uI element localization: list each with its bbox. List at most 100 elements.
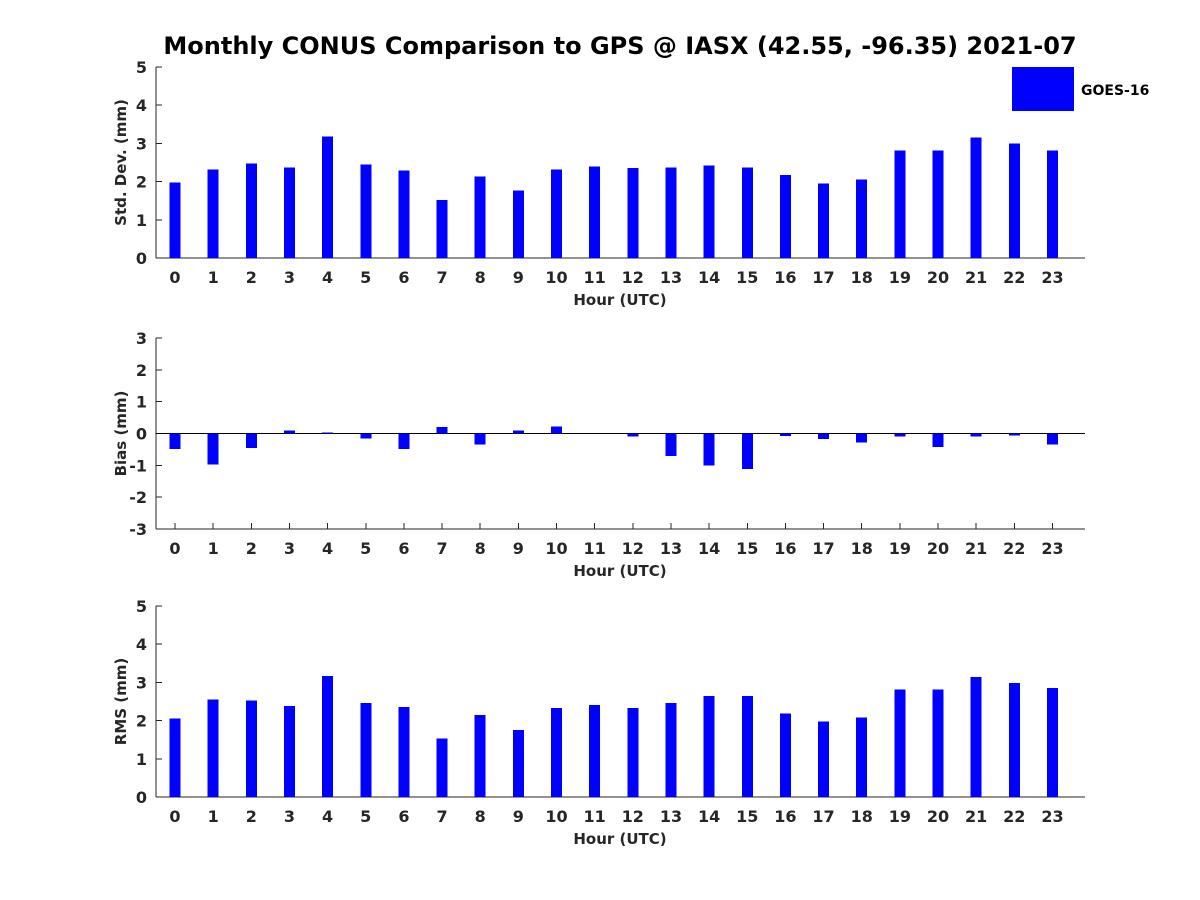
legend-label: GOES-16	[1081, 83, 1149, 99]
bias-bar-hour-21	[970, 433, 982, 437]
std-dev-bar-hour-20	[932, 150, 944, 258]
bias-bar-hour-12	[627, 433, 639, 437]
legend: GOES-16	[1012, 67, 1149, 111]
rms-x-tick-label: 7	[436, 807, 447, 826]
rms-x-tick-label: 2	[246, 807, 257, 826]
rms-x-tick-label: 20	[927, 807, 949, 826]
rms-x-tick-label: 14	[698, 807, 720, 826]
rms-x-tick-label: 12	[622, 807, 644, 826]
rms-x-tick-label: 23	[1041, 807, 1063, 826]
rms-bar-hour-19	[894, 689, 906, 797]
rms-x-tick-label: 4	[322, 807, 333, 826]
std-dev-bar-hour-15	[741, 167, 753, 258]
rms-x-tick-label: 19	[889, 807, 911, 826]
bias-x-axis-label: Hour (UTC)	[573, 562, 666, 580]
rms-x-tick-label: 10	[545, 807, 567, 826]
std-dev-x-tick-label: 15	[736, 268, 758, 287]
bias-x-tick-label: 6	[398, 539, 409, 558]
std-dev-x-tick-label: 2	[246, 268, 257, 287]
bias-y-tick-label: -1	[129, 456, 147, 475]
bias-bar-hour-8	[474, 433, 486, 445]
std-dev-x-tick-label: 17	[812, 268, 834, 287]
bias-y-tick-label: 1	[136, 393, 147, 412]
rms-bar-hour-15	[741, 695, 753, 797]
bias-x-tick-label: 7	[436, 539, 447, 558]
bias-x-tick-label: 5	[360, 539, 371, 558]
std-dev-x-tick-label: 0	[169, 268, 180, 287]
std-dev-x-tick-label: 8	[475, 268, 486, 287]
std-dev-bar-hour-11	[589, 166, 601, 258]
std-dev-bar-hour-9	[512, 190, 524, 258]
std-dev-bar-hour-4	[322, 136, 334, 258]
bias-bar-hour-23	[1046, 433, 1058, 445]
std-dev-x-tick-label: 4	[322, 268, 333, 287]
bias-bar-hour-18	[856, 433, 868, 443]
rms-x-tick-label: 18	[851, 807, 873, 826]
rms-y-tick-label: 5	[136, 597, 147, 616]
rms-x-tick-label: 22	[1003, 807, 1025, 826]
bias-bar-hour-19	[894, 433, 906, 437]
std-dev-bar-hour-8	[474, 176, 486, 258]
rms-x-tick-label: 16	[774, 807, 796, 826]
std-dev-x-tick-label: 7	[436, 268, 447, 287]
rms-bar-hour-2	[245, 700, 257, 797]
bias-x-tick-label: 2	[246, 539, 257, 558]
bias-x-tick-label: 19	[889, 539, 911, 558]
rms-bar-hour-1	[207, 699, 219, 797]
std-dev-x-tick-label: 23	[1041, 268, 1063, 287]
std-dev-x-tick-label: 5	[360, 268, 371, 287]
std-dev-bar-hour-6	[398, 170, 410, 258]
std-dev-x-tick-label: 6	[398, 268, 409, 287]
std-dev-y-axis-label: Std. Dev. (mm)	[112, 99, 130, 226]
std-dev-y-tick-label: 0	[136, 249, 147, 268]
std-dev-x-tick-label: 1	[208, 268, 219, 287]
bias-bar-hour-22	[1008, 433, 1020, 436]
bias-x-tick-label: 10	[545, 539, 567, 558]
std-dev-bar-hour-13	[665, 167, 677, 258]
std-dev-x-tick-label: 3	[284, 268, 295, 287]
bias-x-tick-label: 3	[284, 539, 295, 558]
rms-bar-hour-7	[436, 738, 448, 797]
std-dev-y-tick-label: 4	[136, 96, 147, 115]
std-dev-bar-hour-19	[894, 150, 906, 258]
bias-x-tick-label: 23	[1041, 539, 1063, 558]
bias-bar-hour-14	[703, 433, 715, 466]
rms-x-tick-label: 11	[584, 807, 606, 826]
bias-bar-hour-9	[512, 430, 524, 434]
rms-bar-hour-10	[551, 707, 562, 797]
rms-x-tick-label: 15	[736, 807, 758, 826]
std-dev-bar-hour-10	[551, 169, 562, 258]
bias-y-axis-label: Bias (mm)	[112, 391, 130, 477]
std-dev-bar-hour-5	[360, 164, 372, 258]
rms-bar-hour-18	[856, 717, 868, 797]
bias-y-tick-label: 0	[136, 425, 147, 444]
rms-x-tick-label: 3	[284, 807, 295, 826]
bias-x-tick-label: 1	[208, 539, 219, 558]
bias-bar-hour-6	[398, 433, 410, 449]
bias-y-tick-label: 2	[136, 361, 147, 380]
std-dev-bar-hour-0	[169, 182, 181, 258]
std-dev-bar-hour-14	[703, 165, 715, 258]
rms-bar-hour-17	[818, 721, 830, 797]
rms-bar-hour-5	[360, 703, 372, 797]
rms-x-tick-label: 5	[360, 807, 371, 826]
bias-x-tick-label: 4	[322, 539, 333, 558]
std-dev-bar-hour-22	[1008, 143, 1020, 258]
rms-x-tick-label: 13	[660, 807, 682, 826]
rms-bar-hour-9	[512, 729, 524, 797]
bias-bar-hour-2	[245, 433, 257, 448]
rms-bar-hour-11	[589, 704, 601, 797]
std-dev-y-tick-label: 5	[136, 58, 147, 77]
std-dev-x-tick-label: 21	[965, 268, 987, 287]
bias-x-tick-label: 8	[475, 539, 486, 558]
rms-bar-hour-6	[398, 706, 410, 797]
rms-bar-hour-8	[474, 714, 486, 797]
bias-bar-hour-3	[283, 430, 295, 434]
figure-title: Monthly CONUS Comparison to GPS @ IASX (…	[163, 32, 1076, 60]
std-dev-x-tick-label: 14	[698, 268, 720, 287]
bias-x-tick-label: 18	[851, 539, 873, 558]
rms-x-tick-label: 1	[208, 807, 219, 826]
rms-bar-hour-4	[322, 675, 334, 797]
